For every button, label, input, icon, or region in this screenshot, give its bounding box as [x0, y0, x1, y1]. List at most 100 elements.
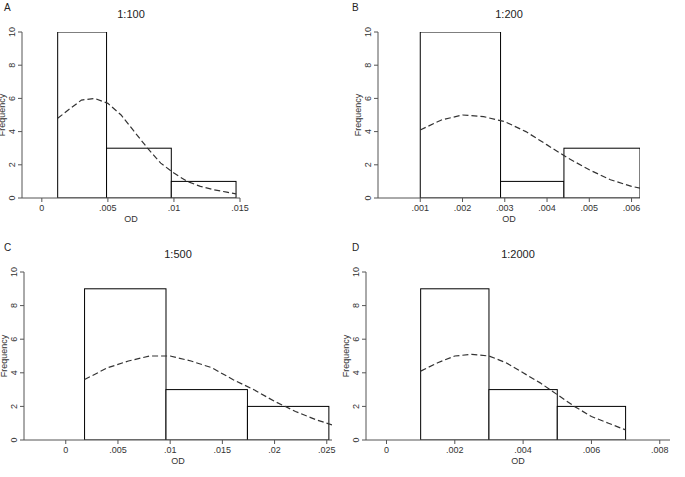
panel-letter: D	[352, 242, 359, 253]
x-tick-label: .005	[581, 203, 599, 213]
x-axis-line	[366, 440, 670, 441]
y-axis-label: Frequency	[0, 334, 9, 377]
y-tick	[374, 32, 378, 33]
chart-title: 1:200	[495, 8, 523, 20]
x-tick	[589, 198, 590, 202]
x-tick	[454, 440, 455, 444]
y-tick-label: 0	[351, 437, 361, 442]
histogram-bar	[247, 406, 328, 440]
x-tick-label: .001	[411, 203, 429, 213]
y-tick	[20, 272, 24, 273]
x-tick-label: .01	[164, 445, 177, 455]
y-tick-label: 2	[363, 162, 373, 167]
y-tick	[18, 65, 22, 66]
panel-letter: A	[4, 2, 11, 13]
x-axis-label: OD	[171, 456, 185, 466]
y-tick-label: 4	[351, 370, 361, 375]
y-tick-label: 8	[351, 303, 361, 308]
x-tick	[462, 198, 463, 202]
y-tick	[20, 339, 24, 340]
x-tick-label: .006	[623, 203, 641, 213]
y-tick	[18, 98, 22, 99]
y-tick-label: 2	[9, 404, 19, 409]
x-axis-label: OD	[124, 214, 138, 224]
density-curve	[58, 98, 236, 193]
y-tick	[20, 440, 24, 441]
x-tick	[386, 440, 387, 444]
background	[0, 0, 685, 477]
y-tick-label: 2	[351, 404, 361, 409]
histogram-bar	[489, 390, 557, 440]
y-tick	[18, 32, 22, 33]
x-tick-label: .01	[168, 203, 181, 213]
x-tick-label: .003	[496, 203, 514, 213]
x-tick-label: .02	[268, 445, 281, 455]
y-tick	[374, 131, 378, 132]
y-tick-label: 8	[363, 63, 373, 68]
histogram-bar	[421, 289, 489, 440]
x-tick	[173, 198, 174, 202]
y-tick-label: 0	[9, 437, 19, 442]
x-axis-line	[24, 440, 332, 441]
panel: 02468100.002.004.006.0081:2000ODFrequenc…	[341, 242, 670, 466]
x-tick	[41, 198, 42, 202]
x-tick-label: .008	[651, 445, 669, 455]
y-axis-line	[22, 32, 23, 198]
x-axis-label: OD	[511, 456, 525, 466]
y-tick	[362, 305, 366, 306]
y-tick-label: 6	[9, 337, 19, 342]
y-tick	[374, 164, 378, 165]
x-tick-label: .025	[318, 445, 336, 455]
y-tick	[374, 198, 378, 199]
x-tick-label: .002	[454, 203, 472, 213]
plot-area	[420, 32, 640, 198]
y-tick-label: 4	[363, 129, 373, 134]
y-tick-label: 6	[7, 96, 17, 101]
x-tick-label: .004	[538, 203, 556, 213]
y-axis-label: Frequency	[341, 334, 351, 377]
histogram-bar	[107, 148, 172, 198]
y-tick	[18, 131, 22, 132]
y-tick	[362, 339, 366, 340]
histogram-bar	[171, 181, 236, 198]
y-tick-label: 4	[9, 370, 19, 375]
x-tick	[240, 198, 241, 202]
y-tick-label: 10	[7, 27, 17, 37]
x-tick	[631, 198, 632, 202]
y-tick-label: 2	[7, 162, 17, 167]
x-axis-line	[22, 198, 240, 199]
panel: 02468100.005.01.0151:100ODFrequencyA	[0, 2, 249, 224]
x-tick	[65, 440, 66, 444]
y-tick	[18, 198, 22, 199]
x-tick	[420, 198, 421, 202]
y-tick	[20, 406, 24, 407]
y-axis-label: Frequency	[353, 93, 363, 136]
x-tick	[170, 440, 171, 444]
y-tick	[374, 65, 378, 66]
panel-letter: B	[352, 2, 359, 13]
y-tick-label: 6	[363, 96, 373, 101]
y-axis-line	[378, 32, 379, 198]
histogram-bar	[166, 390, 247, 440]
x-tick	[107, 198, 108, 202]
panel: 0246810.001.002.003.004.005.0061:200ODFr…	[352, 2, 640, 224]
panel: 02468100.005.01.015.02.0251:500ODFrequen…	[0, 242, 336, 466]
y-tick	[362, 372, 366, 373]
y-tick	[362, 406, 366, 407]
x-axis-label: OD	[502, 214, 516, 224]
x-tick	[222, 440, 223, 444]
chart-title: 1:2000	[501, 248, 535, 260]
chart-canvas: 02468100.005.01.0151:100ODFrequencyA0246…	[0, 0, 685, 477]
histogram-bar	[85, 289, 166, 440]
chart-title: 1:100	[117, 8, 145, 20]
x-tick-label: .006	[583, 445, 601, 455]
histogram-bar	[564, 148, 640, 198]
density-curve	[85, 356, 332, 425]
x-tick-label: .002	[446, 445, 464, 455]
density-curve	[421, 354, 626, 430]
y-tick	[20, 305, 24, 306]
y-tick	[362, 272, 366, 273]
y-tick	[374, 98, 378, 99]
y-tick	[18, 164, 22, 165]
x-tick-label: .004	[514, 445, 532, 455]
